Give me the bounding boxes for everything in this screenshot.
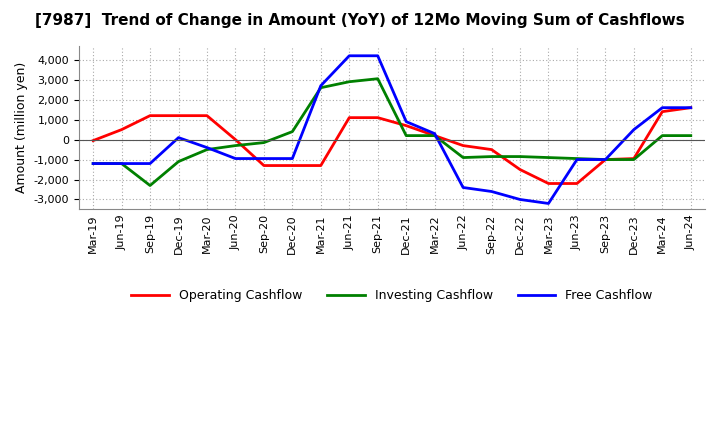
Operating Cashflow [174,113,183,118]
Free Cashflow [288,156,297,161]
Investing Cashflow [544,155,553,160]
Operating Cashflow [686,105,695,110]
Operating Cashflow [402,123,410,128]
Investing Cashflow [487,154,496,159]
Free Cashflow [202,145,211,150]
Operating Cashflow [202,113,211,118]
Investing Cashflow [260,140,269,145]
Free Cashflow [629,127,638,132]
Line: Free Cashflow: Free Cashflow [93,56,690,203]
Free Cashflow [345,53,354,59]
Investing Cashflow [231,143,240,148]
Operating Cashflow [288,163,297,168]
Operating Cashflow [89,138,97,143]
Investing Cashflow [686,133,695,138]
Investing Cashflow [601,157,610,162]
Operating Cashflow [516,167,524,172]
Free Cashflow [117,161,126,166]
Investing Cashflow [402,133,410,138]
Investing Cashflow [202,147,211,152]
Investing Cashflow [89,161,97,166]
Free Cashflow [431,131,439,136]
Free Cashflow [572,157,581,162]
Operating Cashflow [231,137,240,142]
Free Cashflow [374,53,382,59]
Free Cashflow [601,157,610,162]
Investing Cashflow [317,85,325,90]
Free Cashflow [487,189,496,194]
Operating Cashflow [317,163,325,168]
Free Cashflow [686,105,695,110]
Investing Cashflow [459,155,467,160]
Operating Cashflow [260,163,269,168]
Operating Cashflow [572,181,581,186]
Operating Cashflow [629,156,638,161]
Line: Operating Cashflow: Operating Cashflow [93,108,690,183]
Operating Cashflow [117,127,126,132]
Investing Cashflow [288,129,297,134]
Free Cashflow [516,197,524,202]
Free Cashflow [658,105,667,110]
Operating Cashflow [487,147,496,152]
Free Cashflow [260,156,269,161]
Y-axis label: Amount (million yen): Amount (million yen) [15,62,28,193]
Investing Cashflow [516,154,524,159]
Free Cashflow [402,119,410,124]
Free Cashflow [174,135,183,140]
Investing Cashflow [117,161,126,166]
Free Cashflow [231,156,240,161]
Operating Cashflow [544,181,553,186]
Operating Cashflow [601,157,610,162]
Investing Cashflow [345,79,354,84]
Investing Cashflow [658,133,667,138]
Free Cashflow [317,83,325,88]
Investing Cashflow [629,157,638,162]
Operating Cashflow [345,115,354,120]
Line: Investing Cashflow: Investing Cashflow [93,79,690,186]
Operating Cashflow [431,133,439,138]
Operating Cashflow [658,109,667,114]
Investing Cashflow [572,156,581,161]
Operating Cashflow [145,113,154,118]
Text: [7987]  Trend of Change in Amount (YoY) of 12Mo Moving Sum of Cashflows: [7987] Trend of Change in Amount (YoY) o… [35,13,685,28]
Investing Cashflow [145,183,154,188]
Investing Cashflow [374,76,382,81]
Legend: Operating Cashflow, Investing Cashflow, Free Cashflow: Operating Cashflow, Investing Cashflow, … [126,284,657,308]
Investing Cashflow [431,133,439,138]
Operating Cashflow [459,143,467,148]
Investing Cashflow [174,159,183,164]
Free Cashflow [544,201,553,206]
Free Cashflow [145,161,154,166]
Operating Cashflow [374,115,382,120]
Free Cashflow [459,185,467,190]
Free Cashflow [89,161,97,166]
